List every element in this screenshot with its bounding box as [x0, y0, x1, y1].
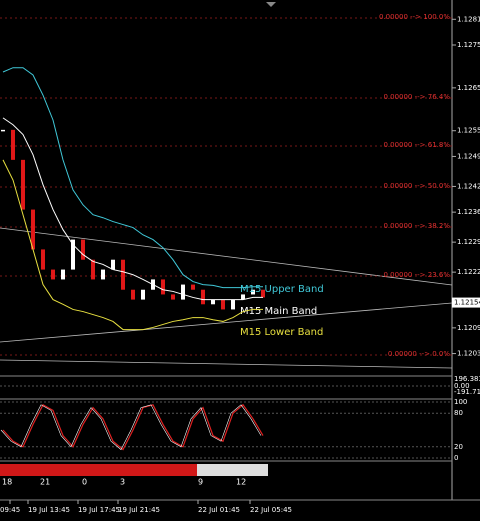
trendline [0, 227, 453, 286]
cci-label: 196.383 [454, 375, 480, 383]
stoch-line [2, 403, 264, 451]
candle [191, 284, 195, 290]
band-label: M15 Lower Band [240, 327, 323, 338]
hour-label: 3 [120, 478, 125, 487]
candle [211, 299, 215, 305]
cci-label: -191.71 [454, 388, 480, 396]
time-label: 22 Jul 05:45 [250, 506, 292, 514]
hour-label: 21 [40, 478, 50, 487]
stoch-tick-label: 0 [454, 454, 458, 462]
y-tick-label: 1.12035 [457, 350, 480, 358]
candle [61, 269, 65, 280]
candle [81, 239, 85, 260]
band-line [2, 67, 263, 289]
candle [201, 289, 205, 305]
trendline [0, 302, 453, 343]
y-tick-label: 1.12425 [457, 182, 480, 190]
hour-label: 9 [198, 478, 203, 487]
candle [141, 289, 145, 300]
candle [181, 284, 185, 300]
hour-label: 0 [82, 478, 87, 487]
current-price-label: 1.12154 [454, 299, 480, 307]
candle [31, 209, 35, 250]
y-tick-label: 1.12365 [457, 208, 480, 216]
trendline [0, 359, 453, 369]
candle [221, 299, 225, 310]
y-tick-label: 1.12095 [457, 324, 480, 332]
y-tick-label: 1.12815 [457, 15, 480, 23]
y-tick-label: 1.12755 [457, 41, 480, 49]
histogram-bar-red [0, 464, 197, 476]
fib-label: 0.00000 --> 23.6% [383, 271, 450, 279]
band-line [2, 159, 263, 331]
stoch-tick-label: 80 [454, 409, 463, 417]
candle [161, 279, 165, 295]
y-tick-label: 1.12555 [457, 127, 480, 135]
candle [231, 299, 235, 310]
fib-label: 0.00000 --> 76.4% [383, 93, 450, 101]
candle [241, 294, 245, 300]
candle [51, 269, 55, 280]
candle [131, 289, 135, 300]
candle [91, 259, 95, 280]
time-label: 22 Jul 01:45 [198, 506, 240, 514]
y-tick-label: 1.12495 [457, 152, 480, 160]
stoch-line-main [0, 404, 262, 451]
time-label: 09:45 [0, 506, 20, 514]
y-tick-label: 1.12295 [457, 238, 480, 246]
y-tick-label: 1.12225 [457, 268, 480, 276]
time-label: 19 Jul 21:45 [118, 506, 160, 514]
cci-label: 0.00 [454, 382, 470, 390]
hour-label: 12 [236, 478, 246, 487]
current-price-box [452, 297, 480, 308]
band-label: M15 Main Band [240, 306, 317, 317]
candle [71, 239, 75, 270]
fib-label: 0.00000 --> 100.0% [379, 13, 450, 21]
fib-label: 0.00000 --> 38.2% [383, 222, 450, 230]
stoch-tick-label: 20 [454, 443, 463, 451]
candle [1, 129, 5, 132]
candle [11, 129, 15, 160]
candle [261, 289, 265, 298]
fib-label: 0.00000 --> 61.8% [383, 141, 450, 149]
candle [111, 259, 115, 270]
candle [101, 269, 105, 280]
time-label: 19 Jul 17:45 [78, 506, 120, 514]
stoch-tick-label: 100 [454, 398, 467, 406]
band-line [2, 117, 263, 301]
candle [121, 259, 125, 290]
time-label: 19 Jul 13:45 [28, 506, 70, 514]
candle [41, 249, 45, 270]
candle [171, 294, 175, 300]
fib-label: 0.00000 --> 50.0% [383, 182, 450, 190]
band-label: M15 Upper Band [240, 284, 324, 295]
histogram-bar-white [197, 464, 268, 476]
candle [21, 159, 25, 210]
fib-label: 0.00000 --> 0.0% [388, 350, 450, 358]
scroll-marker [266, 2, 276, 7]
hour-label: 18 [2, 478, 12, 487]
background [0, 0, 452, 517]
y-tick-label: 1.12655 [457, 84, 480, 92]
candle [251, 289, 255, 295]
